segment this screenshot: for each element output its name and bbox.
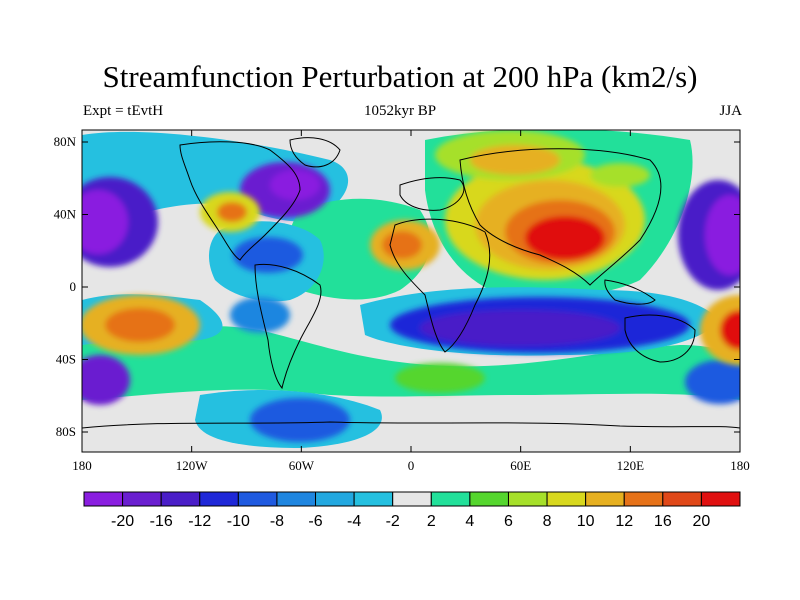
contour-band-south-green [82, 325, 740, 400]
time-label: 1052kyr BP [363, 103, 437, 119]
x-tick-label: 0 [408, 458, 415, 473]
high-atlantic-core [382, 231, 422, 259]
colorbar-swatch [430, 491, 471, 507]
y-tick-label: 0 [70, 279, 77, 294]
colorbar-label: -12 [188, 513, 211, 530]
coastline-south-america [254, 263, 322, 390]
y-tick-label: 80N [54, 134, 77, 149]
colorbar-label: -20 [111, 513, 134, 530]
map-title: Streamfunction Perturbation at 200 hPa (… [102, 59, 698, 94]
low-indian-ocean-core [420, 310, 620, 346]
low-caribbean [233, 237, 303, 273]
y-tick-label: 80S [56, 424, 76, 439]
colorbar-label: 6 [504, 513, 513, 530]
season-label: JJA [719, 103, 742, 119]
coastline-greenland [289, 137, 341, 168]
coastline-australia [624, 314, 696, 363]
y-tick-label: 40S [56, 352, 76, 367]
colorbar-swatch [392, 491, 432, 507]
low-south-pacific-west [82, 355, 130, 405]
colorbar-swatch [199, 491, 239, 507]
colorbar-label: 10 [577, 513, 595, 530]
x-tick-label: 180 [730, 458, 750, 473]
colorbar-swatch [83, 491, 124, 507]
colorbar-swatch [276, 491, 317, 507]
colorbar-label: -4 [347, 513, 361, 530]
colorbar-label: 20 [693, 513, 711, 530]
colorbar-label: 2 [427, 513, 436, 530]
colorbar-label: 8 [543, 513, 552, 530]
x-tick-label: 60W [289, 458, 315, 473]
colorbar-swatch [237, 491, 278, 507]
colorbar-swatch [585, 491, 625, 507]
colorbar-label: -2 [386, 513, 400, 530]
colorbar-swatch [315, 491, 355, 507]
high-north-asia [590, 163, 650, 187]
colorbar-label: -16 [150, 513, 173, 530]
high-south-pacific-east-core [720, 310, 740, 350]
low-east-pacific-core [705, 195, 740, 275]
colorbar-label: -8 [270, 513, 284, 530]
low-southern-atlantic [250, 398, 350, 442]
low-north-america-core [270, 170, 320, 200]
high-asia-core [525, 216, 605, 260]
x-tick-label: 120W [176, 458, 209, 473]
coastline-africa [389, 218, 491, 353]
colorbar-swatch [507, 491, 548, 507]
x-tick-label: 60E [510, 458, 531, 473]
high-south-africa [395, 363, 485, 393]
colorbar-swatch [469, 491, 509, 507]
colorbar-swatch [700, 491, 741, 507]
low-west-pacific-core [82, 190, 128, 254]
colorbar-swatch [623, 491, 664, 507]
high-north-pacific-core [217, 202, 247, 222]
x-tick-label: 180 [72, 458, 92, 473]
experiment-label: Expt = tEvtH [83, 103, 164, 119]
contour-fields [82, 130, 740, 448]
coastline-asia [459, 148, 662, 286]
colorbar-label: 12 [615, 513, 633, 530]
high-south-pacific-west-core [105, 308, 175, 342]
colorbar-label: 4 [465, 513, 474, 530]
colorbar-swatch [122, 491, 162, 507]
x-tick-label: 120E [617, 458, 645, 473]
y-tick-label: 40N [54, 207, 77, 222]
low-south-america [230, 297, 290, 333]
high-north-europe-core [470, 145, 560, 175]
colorbar-swatch [353, 491, 394, 507]
colorbar-label: -6 [308, 513, 322, 530]
coastline-europe [399, 177, 465, 211]
y-axis: 80N 40N 0 40S 80S [54, 134, 740, 439]
colorbar-swatch [160, 491, 201, 507]
coastline-north-america [179, 141, 301, 261]
colorbar: -20 -16 -12 -10 -8 -6 -4 -2 2 4 6 8 10 12 16 20 [83, 491, 741, 530]
colorbar-label: -10 [227, 513, 250, 530]
coastline-southeast-asia [604, 279, 656, 305]
colorbar-swatch [546, 491, 587, 507]
x-axis: 180 120W 60W 0 60E 120E 180 [72, 130, 750, 473]
low-south-pacific-east [685, 360, 740, 404]
colorbar-label: 16 [654, 513, 672, 530]
coastline-antarctica [82, 421, 740, 429]
coastlines [82, 137, 740, 429]
colorbar-swatch [662, 491, 702, 507]
